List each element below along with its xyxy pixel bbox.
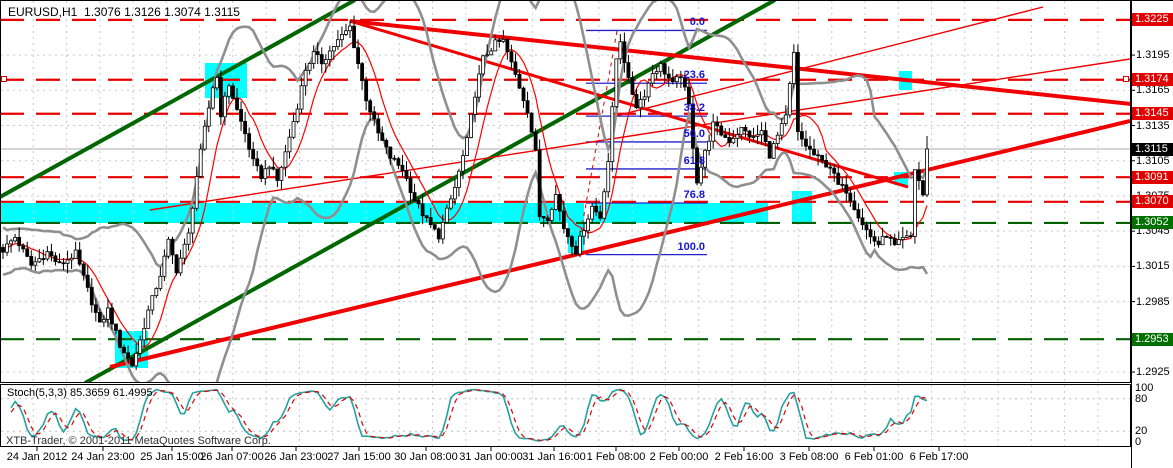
stochastic-main-line bbox=[10, 388, 928, 442]
trend-line[interactable] bbox=[0, 0, 356, 199]
trend-line[interactable] bbox=[349, 19, 909, 189]
trend-line[interactable] bbox=[149, 58, 1130, 211]
trend-line[interactable] bbox=[611, 6, 1044, 118]
trend-line[interactable] bbox=[84, 0, 776, 383]
highlight-zone bbox=[0, 203, 584, 223]
candlesticks bbox=[1, 15, 929, 371]
trend-line[interactable] bbox=[349, 19, 1131, 106]
fibonacci-retracement[interactable] bbox=[576, 29, 707, 256]
trend-line[interactable] bbox=[109, 119, 1130, 369]
bollinger-upper-band bbox=[2, 1, 929, 269]
stochastic-signal-line bbox=[10, 389, 928, 442]
moving-average-line bbox=[2, 41, 928, 348]
bollinger-lower-band bbox=[2, 109, 929, 382]
